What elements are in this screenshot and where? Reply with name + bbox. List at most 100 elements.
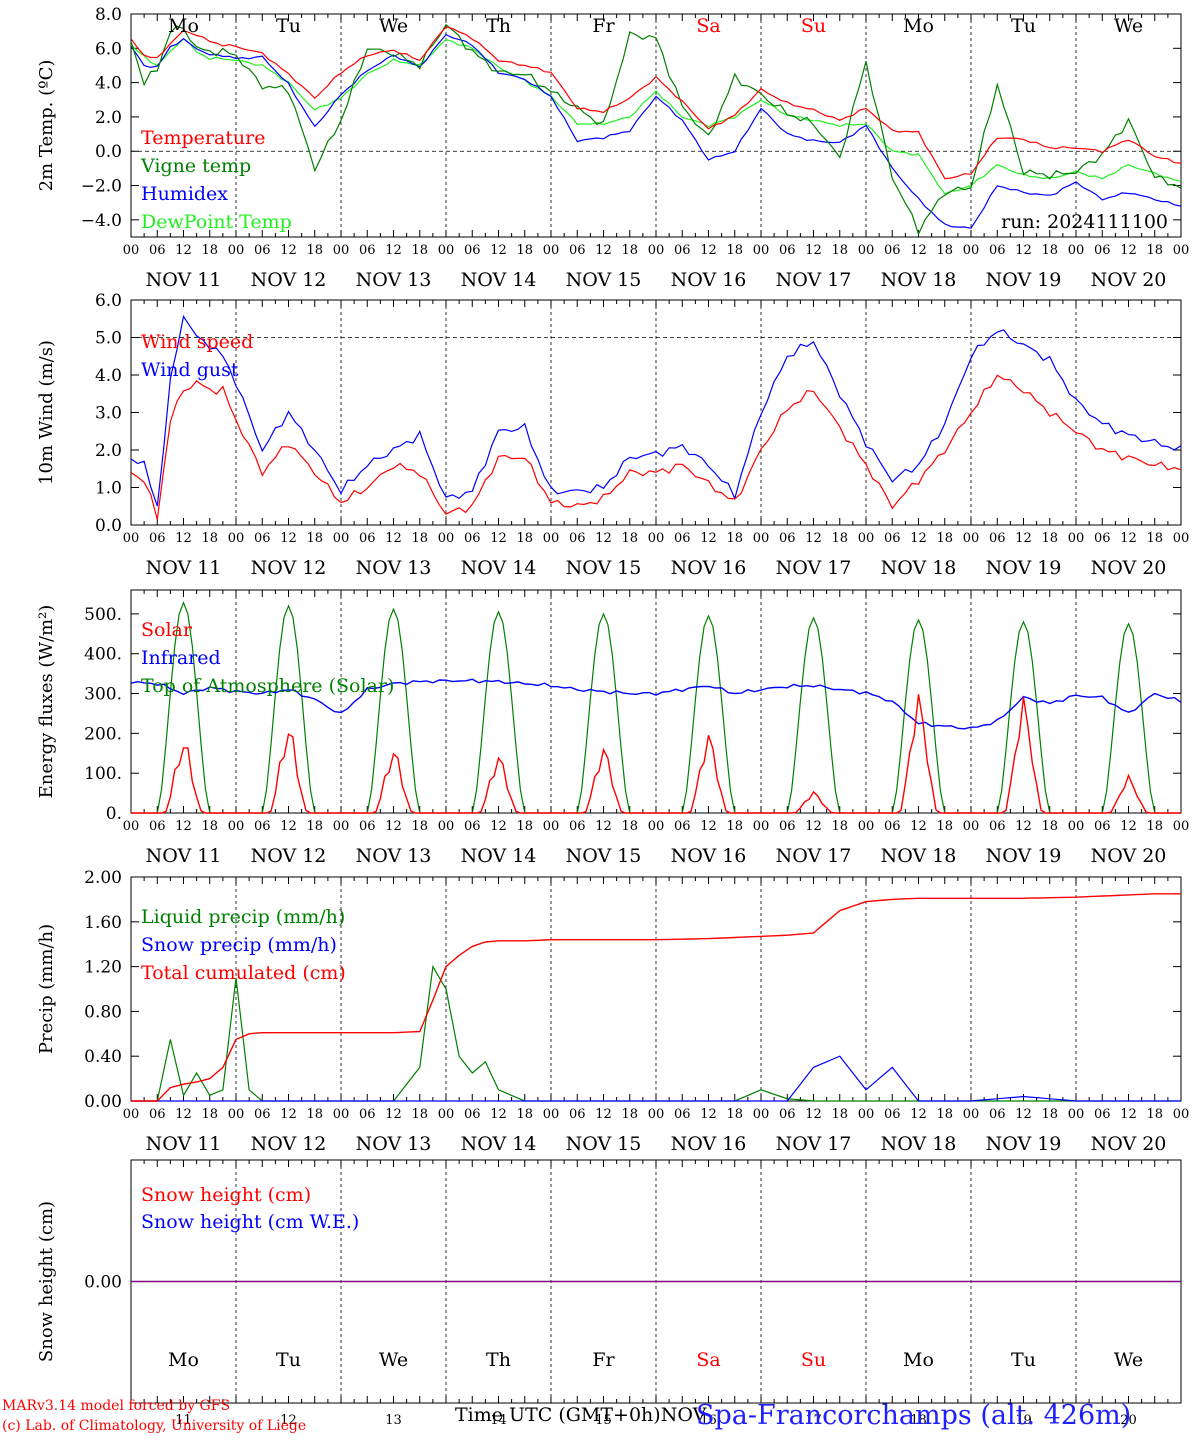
hour-tick-label: 12 [1120, 1107, 1137, 1122]
hour-tick-label: 18 [306, 531, 323, 546]
hour-tick-label: 00 [1068, 531, 1085, 546]
hour-tick-label: 18 [201, 531, 218, 546]
hour-tick-label: 12 [175, 243, 192, 258]
hour-tick-label: 06 [569, 819, 586, 834]
hour-tick-label: 00 [963, 531, 980, 546]
hour-tick-label: 12 [700, 243, 717, 258]
hour-tick-label: 12 [1015, 1107, 1032, 1122]
date-label: NOV 18 [881, 1133, 957, 1155]
y-tick-label: 1.20 [84, 958, 122, 978]
date-label: NOV 13 [356, 557, 432, 579]
weekday-label: We [379, 1349, 408, 1371]
date-label: NOV 11 [146, 1133, 222, 1155]
hour-tick-label: 18 [306, 243, 323, 258]
hour-tick-label: 00 [333, 1107, 350, 1122]
hour-tick-label: 12 [175, 819, 192, 834]
hour-tick-label: 18 [411, 531, 428, 546]
hour-tick-label: 00 [648, 1107, 665, 1122]
weekday-label: We [379, 15, 408, 37]
panel-frame [130, 13, 1182, 238]
hour-tick-label: 12 [175, 1107, 192, 1122]
hour-tick-label: 06 [464, 1107, 481, 1122]
weekday-label: Th [486, 15, 511, 37]
hour-tick-label: 12 [595, 531, 612, 546]
hour-tick-label: 18 [1041, 243, 1058, 258]
run-annotation: run: 2024111100 [1001, 211, 1168, 233]
legend-label: Vigne temp [140, 155, 251, 177]
hour-tick-label: 06 [989, 819, 1006, 834]
hour-tick-label: 00 [858, 819, 875, 834]
hour-tick-label: 18 [516, 243, 533, 258]
hour-tick-label: 12 [490, 819, 507, 834]
date-label: NOV 12 [251, 557, 327, 579]
y-tick-label: 6.0 [95, 39, 122, 59]
hour-tick-label: 18 [1041, 1107, 1058, 1122]
hour-tick-label: 12 [910, 1107, 927, 1122]
date-label: NOV 15 [566, 269, 642, 291]
date-label: NOV 13 [356, 845, 432, 867]
hour-tick-label: 12 [490, 243, 507, 258]
hour-tick-label: 00 [858, 1107, 875, 1122]
hour-tick-label: 18 [831, 819, 848, 834]
y-tick-label: 4.0 [95, 366, 122, 386]
y-axis-label: Snow height (cm) [36, 1201, 57, 1362]
date-label: NOV 16 [671, 845, 747, 867]
hour-tick-label: 00 [1068, 1107, 1085, 1122]
weekday-label: Sa [696, 1349, 720, 1371]
hour-tick-label: 12 [385, 1107, 402, 1122]
day-number-label: 20 [1120, 1413, 1137, 1428]
weekday-label: Sa [696, 15, 720, 37]
y-tick-label: 500. [84, 605, 122, 625]
hour-tick-label: 00 [333, 819, 350, 834]
hour-tick-label: 12 [700, 531, 717, 546]
hour-tick-label: 12 [1015, 243, 1032, 258]
hour-tick-label: 12 [805, 819, 822, 834]
hour-tick-label: 00 [753, 819, 770, 834]
y-tick-label: 0.00 [84, 1273, 122, 1293]
date-label: NOV 15 [566, 557, 642, 579]
legend-label: Snow precip (mm/h) [141, 934, 337, 956]
date-label: NOV 11 [146, 557, 222, 579]
hour-tick-label: 06 [149, 531, 166, 546]
date-label: NOV 15 [566, 1133, 642, 1155]
hour-tick-label: 00 [858, 243, 875, 258]
hour-tick-label: 06 [464, 819, 481, 834]
legend-label: Snow height (cm W.E.) [141, 1211, 359, 1233]
day-number-label: 13 [385, 1413, 402, 1428]
hour-tick-label: 12 [490, 1107, 507, 1122]
hour-tick-label: 12 [700, 819, 717, 834]
hour-tick-label: 18 [621, 243, 638, 258]
legend-label: Wind gust [141, 359, 239, 381]
hour-tick-label: 06 [1094, 243, 1111, 258]
hour-tick-label: 12 [805, 243, 822, 258]
series-line-total-cumulated [131, 893, 1181, 1102]
weekday-label: Tu [276, 15, 301, 37]
hour-tick-label: 18 [936, 243, 953, 258]
series-line-snow-precip [131, 1055, 1181, 1102]
hour-tick-label: 18 [411, 819, 428, 834]
series-line-wind-gust [130, 314, 1182, 507]
hour-tick-label: 06 [569, 1107, 586, 1122]
y-tick-label: 0.00 [84, 1092, 122, 1112]
hour-tick-label: 00 [1068, 243, 1085, 258]
y-tick-label: 0.40 [84, 1047, 122, 1067]
hour-tick-label: 00 [1173, 1107, 1190, 1122]
hour-tick-label: 18 [726, 531, 743, 546]
weekday-label: We [1114, 1349, 1143, 1371]
hour-tick-label: 12 [805, 531, 822, 546]
date-label: NOV 16 [671, 1133, 747, 1155]
weekday-label: Su [801, 15, 826, 37]
panel-temp: 8.0 6.0 4.0 2.0 0.0 −2.0 −4.0 2m Temp. (ºC) 00 06… [36, 5, 1189, 291]
hour-tick-label: 00 [123, 531, 140, 546]
date-label: NOV 17 [776, 845, 852, 867]
y-tick-label: 2.00 [84, 868, 122, 888]
day-number-label: 19 [1015, 1413, 1032, 1428]
hour-tick-label: 12 [1120, 531, 1137, 546]
date-label: NOV 17 [776, 1133, 852, 1155]
date-label: NOV 13 [356, 1133, 432, 1155]
hour-tick-label: 00 [438, 531, 455, 546]
hour-tick-label: 12 [385, 243, 402, 258]
y-tick-label: 1.0 [95, 479, 122, 499]
hour-tick-label: 18 [411, 1107, 428, 1122]
